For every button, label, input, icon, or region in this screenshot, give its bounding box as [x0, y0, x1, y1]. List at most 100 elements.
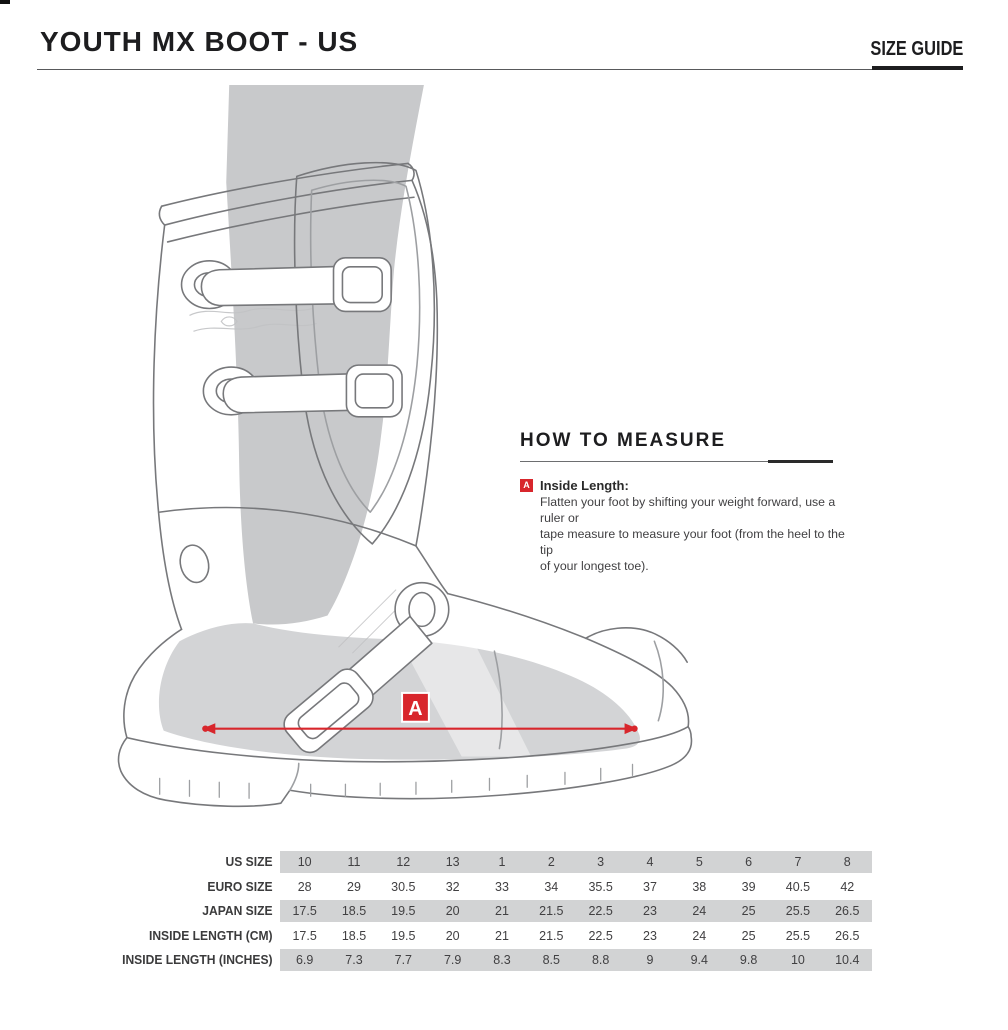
row-cells: 17.5 18.5 19.5 20 21 21.5 22.5 23 24 25 25.5 26.5	[280, 900, 872, 922]
inside-length-line-1: Flatten your foot by shifting your weigh…	[540, 495, 836, 525]
size-cell: 9.4	[690, 953, 708, 967]
inside-length-text: Inside Length: Flatten your foot by shif…	[540, 478, 850, 574]
how-to-measure-section: HOW TO MEASURE A Inside Length: Flatten …	[520, 430, 850, 574]
size-cell: 26.5	[835, 904, 860, 918]
corner-mark	[0, 0, 10, 4]
size-cell: 17.5	[292, 904, 317, 918]
header-divider-accent	[872, 66, 963, 70]
row-cells: 10 11 12 13 1 2 3 4 5 6 7 8	[280, 851, 872, 873]
size-cell: 20	[445, 928, 460, 943]
size-cell: 19.5	[391, 904, 416, 918]
size-cell: 3	[597, 855, 605, 869]
size-cell: 10.4	[835, 953, 860, 967]
size-cell: 30.5	[391, 879, 416, 894]
inside-length-marker-badge: A	[520, 479, 533, 492]
size-cell: 26.5	[835, 928, 860, 943]
leg-silhouette	[226, 85, 424, 625]
foot-shading	[158, 623, 640, 760]
size-cell: 13	[445, 855, 460, 869]
row-label: EURO SIZE	[207, 878, 273, 894]
size-cell: 21.5	[539, 928, 564, 943]
size-cell: 6.9	[295, 953, 314, 967]
size-cell: 11	[347, 855, 361, 869]
size-cell: 7.9	[443, 953, 462, 967]
size-cell: 37	[643, 879, 657, 894]
size-cell: 25	[741, 928, 756, 943]
size-cell: 33	[495, 879, 509, 894]
size-cell: 24	[692, 904, 707, 918]
how-to-measure-divider-accent	[768, 459, 833, 463]
size-cell: 8.8	[591, 953, 610, 967]
foot-highlight-band	[400, 637, 532, 757]
row-cells: 28 29 30.5 32 33 34 35.5 37 38 39 40.5 42	[280, 876, 872, 898]
size-cell: 18.5	[341, 928, 367, 943]
size-cell: 40.5	[785, 879, 811, 894]
size-cell: 17.5	[292, 928, 317, 943]
size-cell: 2	[547, 855, 555, 869]
size-cell: 39	[741, 879, 756, 894]
size-cell: 29	[347, 879, 361, 894]
size-cell: 21	[495, 904, 509, 918]
inside-length-line-2: tape measure to measure your foot (from …	[540, 527, 845, 557]
size-cell: 5	[695, 855, 703, 869]
size-cell: 6	[745, 855, 753, 869]
row-label: US SIZE	[225, 854, 273, 869]
row-label: INSIDE LENGTH (CM)	[148, 927, 273, 943]
size-cell: 19.5	[391, 928, 416, 943]
size-table: US SIZE 10 11 12 13 1 2 3 4 5 6 7 8 EURO SIZE 28 29 30.5…	[0, 851, 1008, 974]
size-table-row-euro-size: EURO SIZE 28 29 30.5 32 33 34 35.5 37 38 39 40.5 42	[0, 876, 1008, 898]
size-cell: 25.5	[785, 928, 811, 943]
inside-length-line-3: of your longest toe).	[540, 559, 649, 573]
size-cell: 20	[445, 904, 460, 918]
size-cell: 12	[396, 855, 411, 869]
size-cell: 22.5	[588, 928, 613, 943]
size-cell: 32	[445, 879, 460, 894]
size-cell: 21.5	[539, 904, 564, 918]
size-table-row-inside-length-cm: INSIDE LENGTH (CM) 17.5 18.5 19.5 20 21 21.5 22…	[0, 925, 1008, 947]
size-cell: 38	[692, 879, 707, 894]
sole-treads	[159, 763, 634, 799]
size-cell: 24	[692, 928, 707, 943]
shaft-pattern	[189, 307, 317, 332]
measure-point-a-badge: A	[401, 691, 430, 723]
how-to-measure-divider	[520, 459, 833, 463]
size-cell: 8	[843, 855, 851, 869]
inside-length-title: Inside Length:	[540, 478, 629, 493]
size-cell: 25	[741, 904, 756, 918]
size-cell: 23	[643, 928, 657, 943]
size-cell: 1	[498, 855, 506, 869]
size-cell: 22.5	[588, 904, 613, 918]
size-cell: 8.3	[493, 953, 511, 967]
size-cell: 35.5	[588, 879, 613, 894]
size-guide-label: SIZE GUIDE	[870, 38, 963, 60]
size-cell: 9	[646, 953, 654, 967]
page-title: YOUTH MX BOOT - US	[40, 26, 359, 57]
inside-length-arrow	[202, 723, 638, 735]
size-table-row-us-size: US SIZE 10 11 12 13 1 2 3 4 5 6 7 8	[0, 851, 1008, 873]
size-cell: 10	[297, 855, 312, 869]
size-cell: 21	[495, 928, 509, 943]
how-to-measure-heading: HOW TO MEASURE	[520, 430, 727, 451]
size-cell: 9.8	[739, 953, 758, 967]
size-cell: 42	[840, 879, 855, 894]
size-cell: 23	[643, 904, 657, 918]
inside-length-item: A Inside Length: Flatten your foot by sh…	[520, 478, 850, 574]
size-cell: 4	[646, 855, 654, 869]
size-cell: 25.5	[785, 904, 811, 918]
boot-illustration-svg: A	[117, 85, 693, 808]
row-cells: 6.9 7.3 7.7 7.9 8.3 8.5 8.8 9 9.4 9.8 10 10.4	[280, 949, 872, 971]
size-table-row-inside-length-inches: INSIDE LENGTH (INCHES) 6.9 7.3 7.7 7.9 8.3 8.5…	[0, 949, 1008, 971]
size-cell: 18.5	[341, 904, 367, 918]
size-table-row-japan-size: JAPAN SIZE 17.5 18.5 19.5 20 21 21.5 22.5 23 24 25…	[0, 900, 1008, 922]
boot-diagram: A	[100, 85, 720, 830]
size-cell: 10	[790, 953, 805, 967]
row-label: INSIDE LENGTH (INCHES)	[122, 952, 273, 967]
boot-line-art	[117, 161, 693, 808]
row-cells: 17.5 18.5 19.5 20 21 21.5 22.5 23 24 25 25.5 26.5	[280, 925, 872, 947]
size-cell: 8.5	[542, 953, 560, 967]
header-divider	[37, 69, 963, 70]
measure-point-a-letter: A	[408, 698, 422, 720]
size-cell: 7	[794, 855, 802, 869]
size-cell: 34	[544, 879, 559, 894]
